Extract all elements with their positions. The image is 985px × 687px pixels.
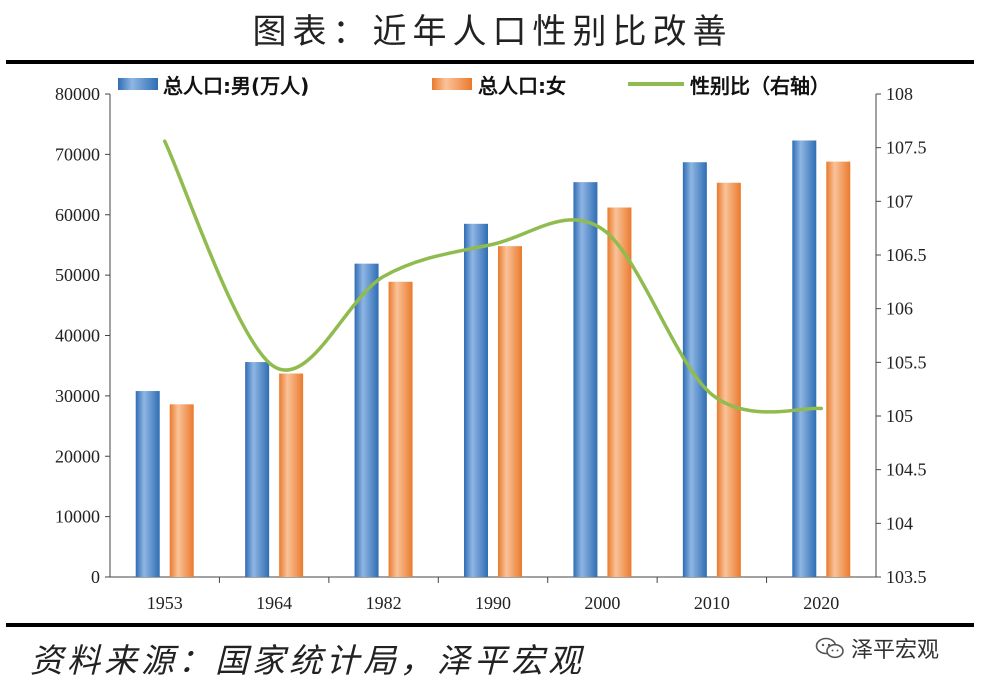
x-tick-label: 2010 (694, 593, 730, 613)
bar-female (826, 161, 851, 577)
left-tick-label: 20000 (55, 446, 100, 466)
right-tick-label: 105.5 (886, 352, 927, 372)
left-tick-label: 40000 (55, 326, 100, 346)
x-tick-label: 1982 (366, 593, 402, 613)
bar-female (279, 373, 304, 577)
tick-labels: 0 10000 20000 30000 40000 50000 60000 70000 8000… (55, 84, 927, 613)
right-tick-label: 108 (886, 84, 913, 104)
right-tick-label: 106 (886, 299, 913, 319)
axes (105, 93, 881, 583)
right-tick-label: 103.5 (886, 567, 927, 587)
bar-female (607, 207, 632, 577)
x-tick-label: 1964 (256, 593, 292, 613)
left-tick-label: 10000 (55, 507, 100, 527)
bar-female (498, 246, 522, 577)
watermark-text: 泽平宏观 (851, 638, 940, 663)
legend-label-female: 总人口:女 (478, 74, 566, 98)
bar-male (464, 223, 488, 577)
top-rule (6, 60, 974, 64)
left-tick-label: 0 (91, 567, 100, 587)
bars (135, 140, 851, 577)
left-tick-label: 50000 (55, 265, 100, 285)
legend: 总人口:男(万人) 总人口:女 性别比（右轴） (118, 74, 830, 98)
left-tick-label: 60000 (55, 205, 100, 225)
right-tick-label: 105 (886, 406, 913, 426)
watermark: 泽平宏观 (815, 632, 939, 664)
page-title: 图表：近年人口性别比改善 (252, 12, 733, 52)
x-tick-label: 1953 (147, 593, 183, 613)
bar-female (169, 404, 194, 577)
right-tick-label: 107 (886, 191, 913, 211)
ratio-line (162, 139, 824, 414)
left-tick-label: 80000 (55, 84, 100, 104)
left-tick-label: 30000 (55, 386, 100, 406)
bar-male (682, 162, 707, 577)
x-tick-label: 2000 (584, 593, 620, 613)
left-tick-label: 70000 (55, 144, 100, 164)
right-tick-label: 106.5 (886, 245, 927, 265)
bar-male (354, 263, 379, 577)
x-tick-label: 2020 (803, 593, 839, 613)
right-tick-label: 104.5 (886, 460, 927, 480)
bar-male (573, 182, 598, 577)
bar-male (135, 391, 160, 577)
line-series (162, 139, 824, 414)
bar-female (716, 182, 741, 577)
bottom-rule (6, 623, 974, 627)
x-tick-label: 1990 (475, 593, 511, 613)
bar-male (792, 140, 817, 577)
legend-swatch-male (118, 78, 158, 90)
chart: 0 10000 20000 30000 40000 50000 60000 70000 8000… (55, 74, 927, 613)
legend-swatch-female (432, 78, 472, 90)
bar-female (388, 281, 413, 577)
legend-label-ratio: 性别比（右轴） (690, 74, 830, 98)
right-tick-label: 107.5 (886, 138, 927, 158)
right-tick-label: 104 (886, 513, 913, 533)
source-note: 资料来源：国家统计局，泽平宏观 (30, 641, 585, 680)
legend-label-male: 总人口:男(万人) (163, 74, 309, 98)
wechat-icon (815, 637, 844, 659)
bar-male (245, 362, 270, 577)
